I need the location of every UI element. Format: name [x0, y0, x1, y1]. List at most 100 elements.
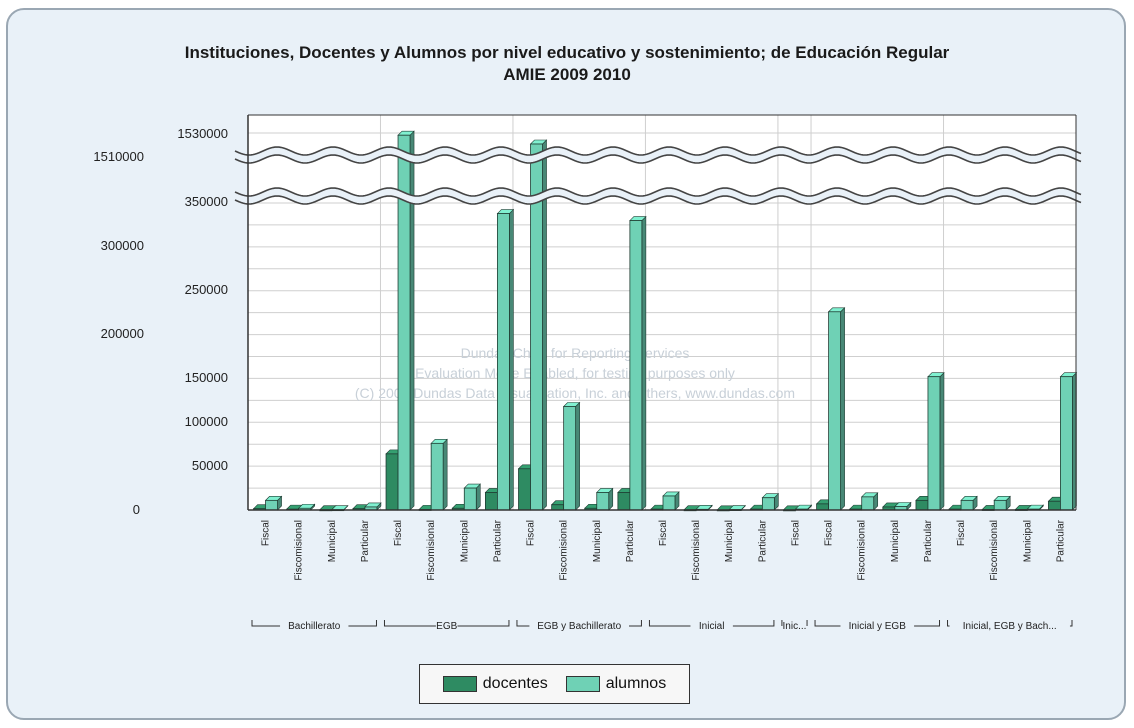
- x-group-label: EGB y Bachillerato: [537, 621, 621, 632]
- axis-break-line: [234, 195, 1082, 205]
- chart-title-line1: Instituciones, Docentes y Alumnos por ni…: [184, 43, 950, 62]
- x-category-label: Particular: [923, 519, 934, 562]
- x-group-bracket-left: [516, 620, 530, 627]
- bar-front: [385, 453, 399, 511]
- y-tick-label: 1510000: [93, 149, 144, 164]
- legend: docentes alumnos: [419, 664, 690, 704]
- bar-front: [828, 311, 841, 511]
- x-category-label: Particular: [757, 519, 768, 562]
- bar-front: [816, 503, 829, 511]
- legend-label-docentes: docentes: [482, 675, 548, 692]
- legend-item-alumnos: alumnos: [565, 675, 667, 693]
- bar-front: [617, 492, 631, 511]
- x-category-label: Fiscal: [824, 520, 835, 546]
- bar-front: [551, 504, 565, 511]
- bar-front: [518, 468, 531, 511]
- bar-front: [861, 496, 875, 511]
- x-category-label: Municipal: [724, 520, 735, 562]
- bar-alumnos: [529, 139, 548, 511]
- x-group-label: Inicial, EGB y Bach...: [963, 621, 1057, 632]
- bar-alumnos: [993, 495, 1011, 511]
- x-group-bracket-right: [457, 620, 510, 627]
- x-group-bracket-left: [383, 620, 436, 627]
- y-tick-label: 350000: [185, 194, 228, 209]
- x-category-label: Municipal: [459, 520, 470, 562]
- axis-break-lower: [234, 187, 1082, 205]
- x-group-label: EGB: [436, 621, 457, 632]
- y-tick-label: 50000: [192, 458, 228, 473]
- x-group-label: Inicial: [699, 621, 725, 632]
- bar-side: [442, 438, 448, 511]
- bar-front: [993, 499, 1007, 511]
- x-category-label: Fiscomisional: [426, 520, 437, 581]
- x-group-bracket-right: [1069, 620, 1073, 627]
- bar-alumnos: [596, 487, 614, 511]
- y-tick-label: 250000: [185, 282, 228, 297]
- x-group-bracket-left: [648, 620, 691, 627]
- watermark-line: Evaluation Mode Enabled, for testing pur…: [415, 365, 735, 381]
- axis-break-upper: [234, 146, 1082, 164]
- x-category-label: Particular: [625, 519, 636, 562]
- y-tick-label: 100000: [185, 414, 228, 429]
- x-category-label: Fiscal: [956, 520, 967, 546]
- x-category-label: Particular: [492, 519, 503, 562]
- bar-alumnos: [827, 307, 846, 511]
- bar-front: [629, 220, 643, 511]
- axis-break-line: [234, 146, 1082, 156]
- bar-side: [939, 371, 945, 511]
- bar-front: [662, 495, 676, 511]
- bar-front: [927, 376, 941, 511]
- x-group-bracket-right: [914, 620, 941, 627]
- bar-front: [1060, 376, 1073, 511]
- x-category-label: Fiscomisional: [559, 520, 570, 581]
- x-group-bracket-right: [732, 620, 775, 627]
- bar-side: [475, 483, 481, 511]
- bar-side: [641, 215, 647, 511]
- bar-alumnos: [860, 492, 879, 511]
- axis-break-fill: [235, 147, 1082, 163]
- bar-alumnos: [463, 483, 482, 511]
- legend-item-docentes: docentes: [442, 675, 548, 693]
- y-tick-label: 150000: [185, 370, 228, 385]
- x-category-label: Fiscomisional: [857, 520, 868, 581]
- bar-alumnos: [629, 215, 647, 511]
- x-category-label: Fiscal: [393, 520, 404, 546]
- x-category-label: Fiscal: [658, 520, 669, 546]
- bar-front: [484, 492, 498, 511]
- bar-alumnos: [496, 208, 515, 511]
- y-tick-label: 0: [133, 502, 140, 517]
- bar-front: [960, 499, 974, 511]
- bar-alumnos: [761, 492, 780, 511]
- bar-front: [463, 487, 477, 511]
- x-group-bracket-left: [251, 620, 281, 627]
- bar-front: [496, 213, 510, 511]
- bar-side: [509, 208, 514, 511]
- bar-front: [596, 492, 610, 511]
- bar-alumnos: [960, 495, 978, 511]
- bar-front: [761, 497, 775, 511]
- x-category-label: Fiscomisional: [691, 520, 702, 581]
- x-category-label: Municipal: [890, 520, 901, 562]
- bar-front: [265, 499, 278, 511]
- x-group-bracket-right: [348, 620, 377, 627]
- bar-alumnos: [1059, 371, 1078, 511]
- x-category-label: Particular: [360, 519, 371, 562]
- x-category-label: Municipal: [592, 520, 603, 562]
- watermark-line: Dundas Chart for Reporting Services: [461, 345, 690, 361]
- bar-alumnos: [662, 491, 680, 511]
- bar-alumnos: [562, 401, 581, 511]
- bar-front: [563, 406, 577, 511]
- legend-swatch-docentes: [442, 676, 477, 692]
- x-group-label: Inicial y EGB: [849, 621, 907, 632]
- x-category-label: Municipal: [327, 520, 338, 562]
- chart-subtitle: AMIE 2009 2010: [503, 65, 631, 84]
- x-category-label: Fiscomisional: [294, 520, 305, 581]
- legend-label-alumnos: alumnos: [605, 675, 667, 692]
- bar-alumnos: [397, 130, 415, 511]
- axis-break-line: [234, 187, 1082, 197]
- bar-alumnos: [364, 502, 382, 511]
- x-group-bracket-left: [814, 620, 841, 627]
- bar-alumnos: [927, 371, 945, 511]
- x-group-bracket-right: [629, 620, 642, 627]
- bar-front: [1048, 500, 1061, 511]
